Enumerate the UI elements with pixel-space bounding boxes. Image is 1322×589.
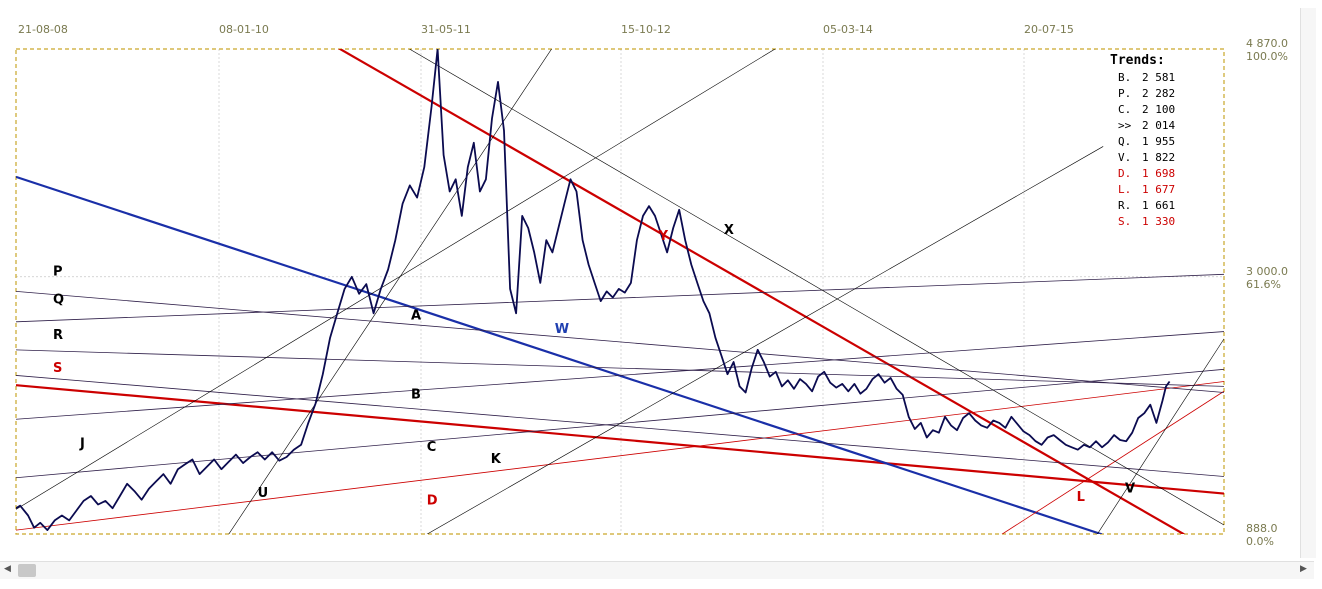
horizontal-scrollbar[interactable]: ◀ ▶ bbox=[0, 561, 1314, 579]
legend-entry-value: 1 955 bbox=[1142, 135, 1175, 148]
legend-entry-value: 1 330 bbox=[1142, 215, 1175, 228]
legend-entry-label: R. bbox=[1118, 199, 1131, 212]
scrollbar-thumb[interactable] bbox=[18, 564, 36, 577]
trend-label-y: Y bbox=[658, 229, 669, 244]
legend-entry-value: 1 698 bbox=[1142, 167, 1175, 180]
legend-entry-label: V. bbox=[1118, 151, 1131, 164]
y-level-value: 888.0 bbox=[1246, 522, 1278, 535]
y-level-percent: 61.6% bbox=[1246, 278, 1281, 291]
x-tick-label: 15-10-12 bbox=[621, 23, 671, 36]
trend-line-w bbox=[16, 175, 1103, 534]
trend-line-v bbox=[1097, 338, 1224, 534]
y-level-percent: 100.0% bbox=[1246, 50, 1288, 63]
trend-label-d: D bbox=[427, 494, 438, 509]
trend-label-u: U bbox=[258, 486, 269, 501]
x-tick-label: 31-05-11 bbox=[421, 23, 471, 36]
trend-label-a: A bbox=[411, 308, 421, 323]
vertical-scrollbar[interactable] bbox=[1300, 8, 1316, 558]
scroll-right-icon[interactable]: ▶ bbox=[1300, 564, 1307, 574]
trend-label-c: C bbox=[427, 440, 437, 455]
scroll-left-icon[interactable]: ◀ bbox=[4, 564, 11, 574]
trend-line-j bbox=[16, 49, 776, 510]
trend-lines bbox=[16, 49, 1224, 534]
legend-entry-label: Q. bbox=[1118, 135, 1131, 148]
x-tick-label: 05-03-14 bbox=[823, 23, 873, 36]
trend-label-l: L bbox=[1077, 490, 1085, 505]
legend-entry-value: 2 100 bbox=[1142, 103, 1175, 116]
y-level-percent: 0.0% bbox=[1246, 535, 1274, 548]
trend-line-l bbox=[1001, 390, 1224, 534]
trend-line-r bbox=[16, 349, 1224, 387]
legend-entry-value: 1 822 bbox=[1142, 151, 1175, 164]
legend-entry-label: B. bbox=[1118, 71, 1131, 84]
grid-layer bbox=[16, 49, 1224, 534]
trend-label-s: S bbox=[53, 361, 62, 376]
x-tick-label: 08-01-10 bbox=[219, 23, 269, 36]
trend-line-k bbox=[426, 146, 1104, 534]
price-chart: PQ R S J A B C D K U W Y X L V 21-08-08 08-01-10 31-05-1… bbox=[15, 23, 1288, 548]
legend-entry-value: 2 581 bbox=[1142, 71, 1175, 84]
trend-label-w: W bbox=[555, 322, 569, 337]
y-level-value: 4 870.0 bbox=[1246, 37, 1288, 50]
legend-entry-value: 1 661 bbox=[1142, 199, 1175, 212]
x-tick-label: 20-07-15 bbox=[1024, 23, 1074, 36]
legend-entry-value: 1 677 bbox=[1142, 183, 1175, 196]
trend-line-u bbox=[228, 49, 552, 534]
trend-label-p: P bbox=[53, 265, 63, 280]
trend-label-b: B bbox=[411, 388, 421, 403]
price-series bbox=[16, 49, 1171, 531]
trends-legend: Trends: B. 2 581 P. 2 282 C. 2 100 >> 2 014 Q. 1 … bbox=[1106, 52, 1221, 234]
trend-labels: PQ R S J A B C D K U W Y X L V bbox=[53, 223, 1135, 508]
x-tick-label: 21-08-08 bbox=[18, 23, 68, 36]
trend-label-x: X bbox=[724, 223, 734, 238]
trend-line-q bbox=[16, 273, 1224, 323]
legend-entry-label: C. bbox=[1118, 103, 1131, 116]
legend-entry-label: >> bbox=[1118, 119, 1132, 132]
trend-line-x bbox=[408, 49, 1224, 526]
trend-line-a bbox=[16, 331, 1224, 420]
trend-line-b bbox=[16, 375, 1224, 477]
legend-entry-label: L. bbox=[1118, 183, 1131, 196]
legend-entry-label: P. bbox=[1118, 87, 1131, 100]
price-line bbox=[16, 49, 1171, 531]
y-level-value: 3 000.0 bbox=[1246, 265, 1288, 278]
trend-line-d bbox=[16, 381, 1224, 531]
legend-title: Trends: bbox=[1110, 53, 1165, 68]
legend-entry-label: S. bbox=[1118, 215, 1131, 228]
trend-line-s bbox=[16, 384, 1224, 495]
legend-entry-value: 2 014 bbox=[1142, 119, 1175, 132]
trend-label-v: V bbox=[1125, 481, 1135, 496]
trend-label-r: R bbox=[53, 328, 63, 343]
trend-label-q: Q bbox=[53, 293, 64, 308]
trend-label-j: J bbox=[79, 436, 85, 451]
legend-background bbox=[1106, 52, 1221, 234]
x-axis-ticks: 21-08-08 08-01-10 31-05-11 15-10-12 05-03-14… bbox=[18, 23, 1074, 36]
legend-entry-label: D. bbox=[1118, 167, 1131, 180]
trend-label-k: K bbox=[491, 452, 502, 467]
trend-line-p bbox=[16, 290, 1224, 393]
legend-entry-value: 2 282 bbox=[1142, 87, 1175, 100]
trend-line-y bbox=[337, 49, 1185, 534]
